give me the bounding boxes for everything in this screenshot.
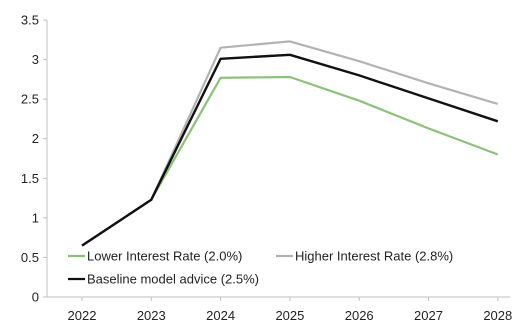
y-tick-label: 1: [32, 210, 39, 225]
x-tick-label: 2023: [137, 308, 166, 323]
series-line-2: [82, 55, 498, 246]
y-tick-label: 0.5: [21, 250, 39, 265]
x-tick-label: 2025: [275, 308, 304, 323]
y-tick-label: 0: [32, 290, 39, 305]
x-tick-label: 2024: [206, 308, 235, 323]
legend-item: Lower Interest Rate (2.0%): [68, 249, 242, 264]
legend-item: Baseline model advice (2.5%): [68, 272, 259, 287]
series-line-1: [82, 41, 498, 245]
x-tick-label: 2027: [414, 308, 443, 323]
legend-item: Higher Interest Rate (2.8%): [276, 249, 453, 264]
series-lines: [82, 41, 498, 245]
x-tick-label: 2028: [483, 308, 512, 323]
x-tick-label: 2026: [345, 308, 374, 323]
x-tick-label: 2022: [68, 308, 97, 323]
legend-label: Lower Interest Rate (2.0%): [87, 249, 242, 264]
y-tick-label: 2: [32, 131, 39, 146]
y-tick-label: 1.5: [21, 171, 39, 186]
legend-label: Higher Interest Rate (2.8%): [295, 249, 453, 264]
series-line-0: [82, 77, 498, 246]
y-tick-label: 3.5: [21, 13, 39, 28]
legend-label: Baseline model advice (2.5%): [87, 272, 259, 287]
legend: Lower Interest Rate (2.0%) Higher Interes…: [68, 249, 453, 287]
y-tick-label: 2.5: [21, 92, 39, 107]
y-tick-label: 3: [32, 52, 39, 67]
